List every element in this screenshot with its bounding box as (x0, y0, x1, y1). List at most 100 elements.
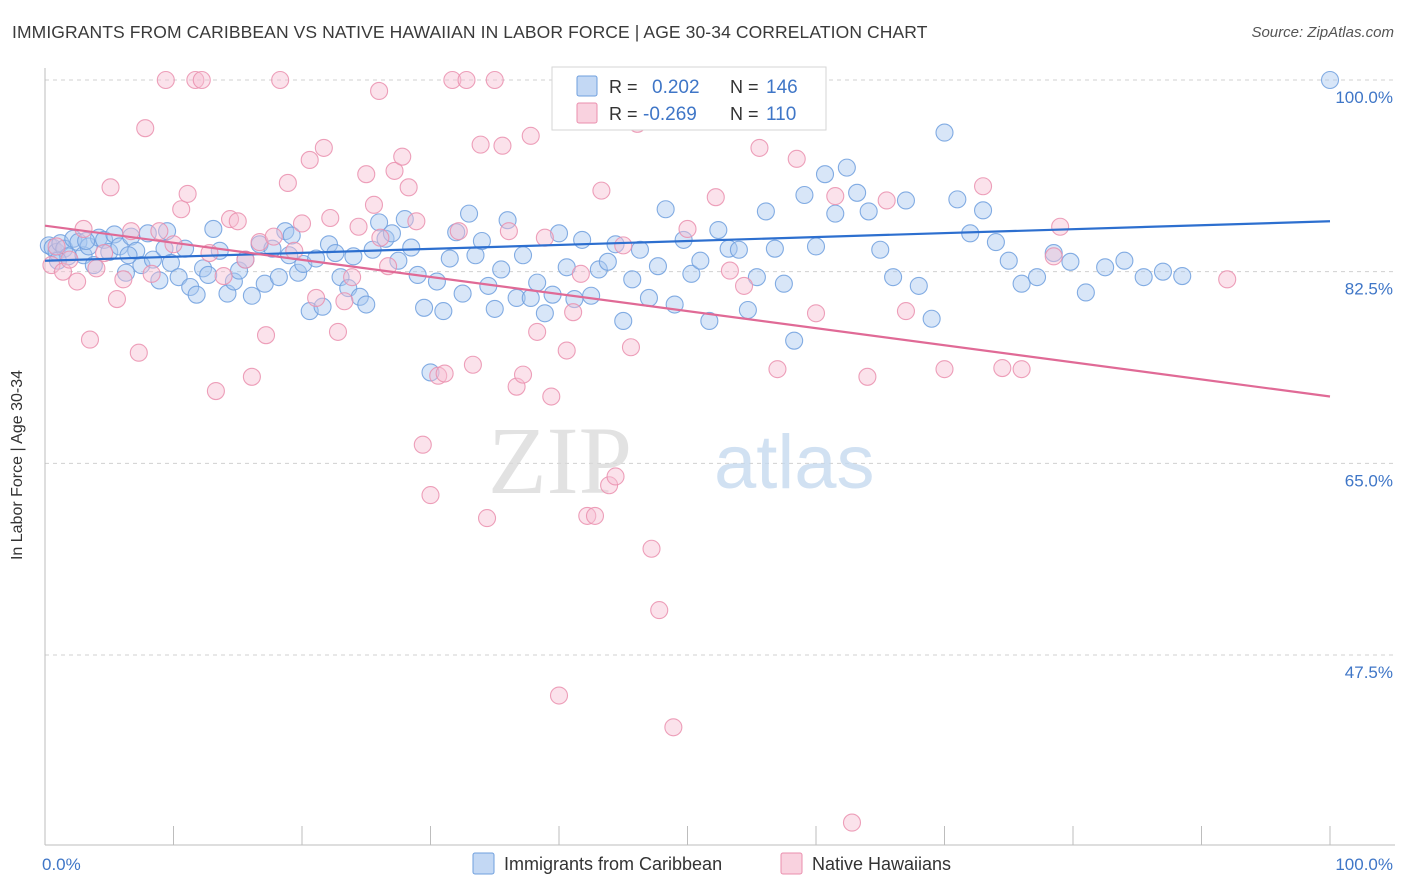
point-caribbean (204, 219, 223, 239)
point-native-hawaiian (1051, 217, 1070, 236)
point-caribbean (973, 201, 993, 220)
point-native-hawaiian (385, 161, 404, 180)
point-caribbean (492, 260, 511, 279)
point-caribbean (535, 304, 554, 323)
point-native-hawaiian (528, 322, 547, 341)
point-native-hawaiian (564, 303, 583, 322)
point-caribbean (282, 226, 301, 245)
point-native-hawaiian (413, 435, 432, 454)
point-native-hawaiian (750, 138, 769, 157)
point-caribbean (774, 274, 793, 293)
point-caribbean (242, 286, 261, 305)
point-native-hawaiian (357, 165, 376, 184)
x-tick-label: 0.0% (42, 855, 81, 874)
legend-swatch-native-hawaiians (780, 852, 803, 875)
point-native-hawaiian (349, 217, 368, 236)
stats-n-value-pink: 110 (766, 104, 796, 125)
point-native-hawaiian (664, 718, 683, 737)
point-native-hawaiian (513, 365, 533, 384)
point-native-hawaiian (768, 360, 787, 379)
point-native-hawaiian (307, 288, 326, 308)
point-native-hawaiian (328, 322, 348, 341)
point-native-hawaiian (542, 387, 561, 406)
point-native-hawaiian (485, 70, 504, 90)
point-native-hawaiian (858, 367, 877, 386)
point-native-hawaiian (101, 178, 120, 197)
point-caribbean (119, 246, 138, 265)
point-native-hawaiian (826, 187, 845, 206)
point-native-hawaiian (150, 222, 169, 241)
point-native-hawaiian (1012, 360, 1031, 379)
watermark: ZIP atlas (488, 407, 875, 514)
point-native-hawaiian (621, 338, 641, 357)
point-caribbean (440, 249, 459, 268)
point-native-hawaiian (877, 191, 896, 210)
point-caribbean (549, 224, 569, 243)
point-native-hawaiian (114, 270, 133, 289)
point-native-hawaiian (650, 601, 669, 620)
chart-title: IMMIGRANTS FROM CARIBBEAN VS NATIVE HAWA… (12, 22, 928, 42)
point-native-hawaiian (285, 241, 304, 260)
point-native-hawaiian (122, 222, 141, 241)
point-native-hawaiian (1044, 247, 1063, 266)
legend-label-immigrants-from-caribbean: Immigrants from Caribbean (504, 854, 722, 874)
point-native-hawaiian (250, 233, 269, 252)
point-native-hawaiian (399, 178, 418, 197)
stats-legend-box (551, 66, 827, 131)
point-caribbean (1076, 283, 1095, 302)
stats-legend: R = 0.202 N = 146 R = -0.269 N = 110 (551, 66, 827, 131)
point-caribbean (513, 246, 533, 265)
point-native-hawaiian (578, 506, 597, 525)
stats-r-value-pink: -0.269 (643, 104, 697, 125)
point-caribbean (415, 298, 434, 317)
point-native-hawaiian (370, 81, 389, 101)
y-tick-label: 47.5% (1345, 663, 1393, 682)
trend-line-native-hawaiian (44, 224, 1331, 398)
point-native-hawaiian (156, 70, 175, 90)
point-native-hawaiian (1218, 270, 1237, 289)
point-native-hawaiian (364, 195, 384, 214)
point-native-hawaiian (242, 367, 261, 386)
point-native-hawaiian (606, 467, 625, 486)
point-caribbean (181, 277, 200, 297)
point-native-hawaiian (592, 181, 611, 200)
point-caribbean (1012, 274, 1031, 293)
point-caribbean (922, 309, 941, 328)
point-native-hawaiian (371, 228, 390, 247)
point-caribbean (948, 190, 967, 209)
stats-n-value-blue: 146 (766, 77, 798, 98)
point-caribbean (623, 270, 642, 289)
point-native-hawaiian (264, 227, 283, 246)
stats-r-label-pink: R = (609, 104, 638, 124)
point-native-hawaiian (557, 341, 576, 360)
point-native-hawaiian (186, 70, 205, 90)
point-caribbean (1061, 252, 1080, 271)
point-native-hawaiian (571, 264, 590, 283)
point-caribbean (95, 230, 114, 249)
y-tick-label: 65.0% (1345, 471, 1393, 490)
point-caribbean (806, 237, 826, 256)
point-caribbean (909, 276, 928, 295)
point-caribbean (528, 273, 547, 292)
point-caribbean (1096, 258, 1115, 277)
point-caribbean (395, 210, 414, 229)
point-native-hawaiian (214, 266, 233, 286)
point-caribbean (289, 263, 308, 282)
point-caribbean (598, 252, 617, 271)
point-native-hawaiian (720, 261, 739, 280)
point-native-hawaiian (706, 188, 725, 207)
point-caribbean (785, 331, 804, 350)
series-immigrants-from-caribbean (39, 70, 1340, 382)
point-native-hawaiian (80, 330, 100, 349)
point-native-hawaiian (614, 236, 633, 255)
point-native-hawaiian (343, 268, 362, 287)
point-caribbean (485, 299, 504, 318)
point-native-hawaiian (499, 222, 518, 241)
point-native-hawaiian (300, 150, 319, 170)
point-native-hawaiian (407, 212, 426, 231)
point-caribbean (871, 240, 890, 259)
point-native-hawaiian (443, 70, 462, 90)
series-native-hawaiians (42, 70, 1237, 832)
watermark-atlas: atlas (714, 420, 875, 505)
point-native-hawaiian (734, 276, 754, 295)
